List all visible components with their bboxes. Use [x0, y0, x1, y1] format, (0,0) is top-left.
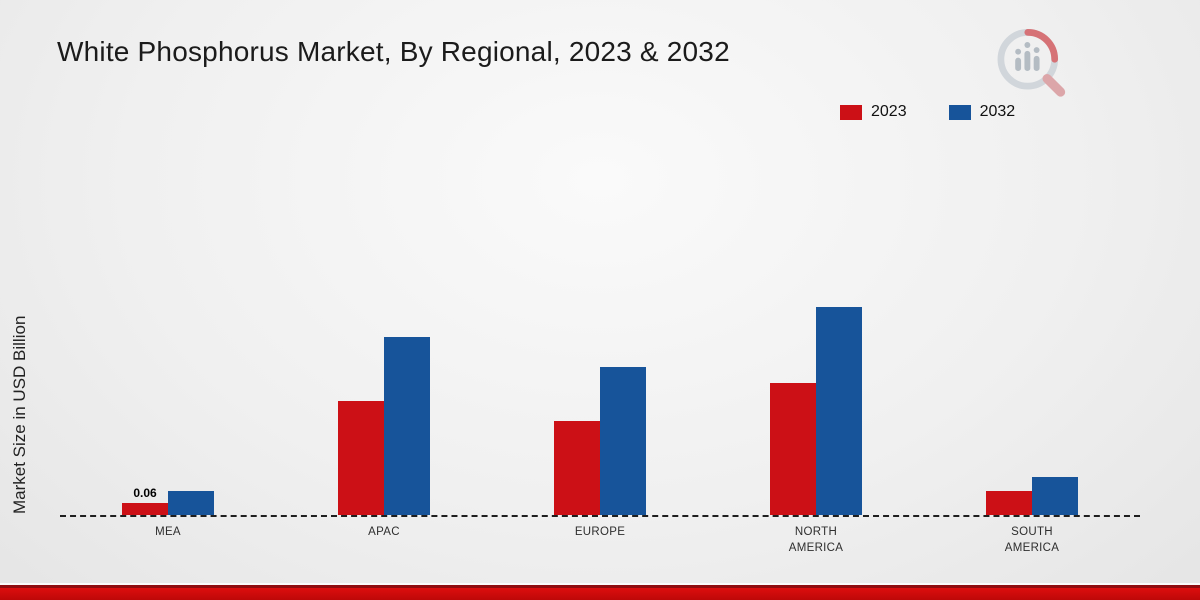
bar-2032-north-america	[816, 307, 862, 515]
category-label-south-america: SOUTH AMERICA	[1004, 526, 1060, 554]
bar-group-apac	[338, 337, 430, 515]
legend-swatch-2032-icon	[948, 104, 971, 120]
y-axis-label: Market Size in USD Billion	[10, 315, 29, 514]
chart-title: White Phosphorus Market, By Regional, 20…	[57, 36, 730, 67]
chart-area: 0.06 MEA APAC EUROPE NORTH AMERICA SOUTH AME…	[60, 275, 1140, 554]
footer-separator	[0, 583, 1200, 585]
bar-2023-south-america	[986, 491, 1032, 515]
market-research-future-logo-icon	[997, 29, 1066, 97]
bar-2023-apac	[338, 401, 384, 515]
bars-row: 0.06	[60, 275, 1140, 515]
legend: 2023 2032	[840, 103, 1015, 121]
bar-group-mea: 0.06	[122, 486, 214, 515]
bar-group-europe	[554, 367, 646, 515]
footer-accent-line	[0, 585, 1200, 588]
category-label-europe: EUROPE	[574, 526, 626, 538]
legend-item-2032: 2032	[948, 103, 1016, 121]
bar-group-south-america	[986, 477, 1078, 515]
legend-label-2023: 2023	[871, 103, 907, 120]
category-labels-row: MEA APAC EUROPE NORTH AMERICA SOUTH AMERICA	[60, 525, 1140, 556]
bar-2032-south-america	[1032, 477, 1078, 515]
category-label-apac: APAC	[368, 526, 400, 538]
bar-2032-europe	[600, 367, 646, 515]
bar-value-label: 0.06	[133, 486, 157, 500]
category-label-mea: MEA	[155, 526, 181, 538]
bar-2032-apac	[384, 337, 430, 515]
legend-swatch-2023-icon	[840, 104, 862, 120]
category-label-north-america: NORTH AMERICA	[788, 526, 844, 554]
bar-2023-mea: 0.06	[122, 486, 168, 515]
bar-group-north-america	[770, 307, 862, 515]
footer-brand-band	[0, 588, 1200, 600]
zero-baseline	[60, 515, 1140, 517]
bar-2023-north-america	[770, 383, 816, 515]
legend-label-2032: 2032	[979, 103, 1016, 120]
bar-2032-mea	[168, 491, 214, 515]
bar-2023-europe	[554, 421, 600, 515]
legend-item-2023: 2023	[840, 103, 907, 121]
